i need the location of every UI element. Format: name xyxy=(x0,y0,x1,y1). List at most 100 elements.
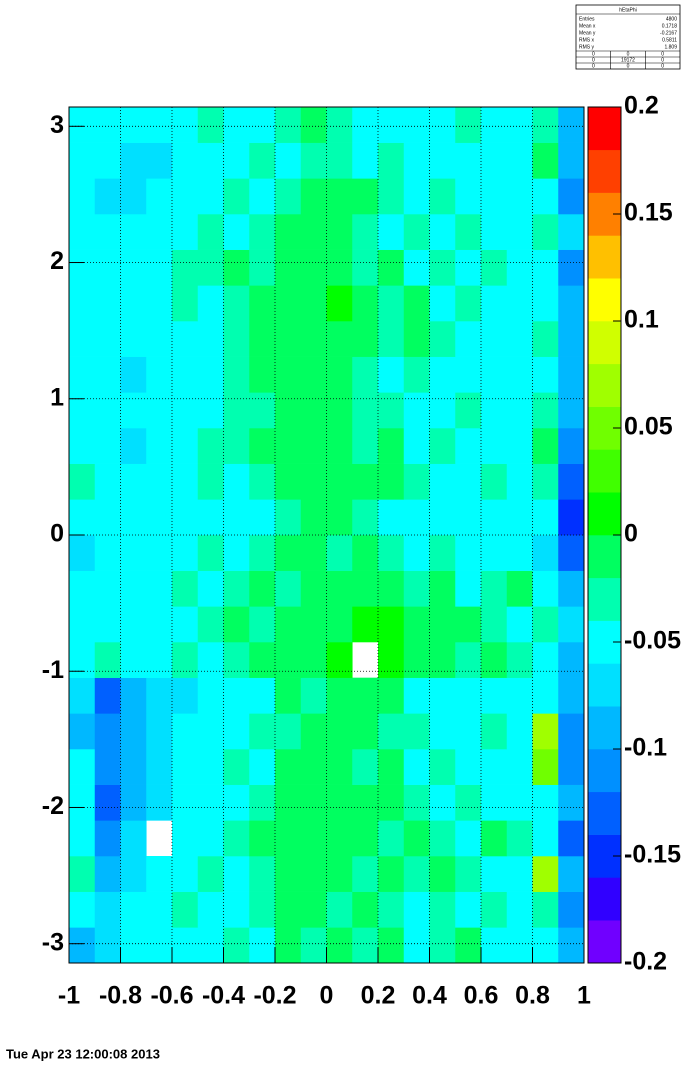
x-tick-label: 1 xyxy=(577,982,591,1010)
cell xyxy=(172,107,199,143)
cell xyxy=(146,677,173,714)
cell xyxy=(275,249,302,286)
cell xyxy=(300,107,327,143)
cell xyxy=(223,321,250,357)
cell xyxy=(172,321,199,357)
cell xyxy=(532,499,559,536)
cell xyxy=(352,677,379,714)
cell xyxy=(197,107,224,143)
cell xyxy=(172,142,199,179)
cell xyxy=(481,535,508,571)
cell xyxy=(506,820,533,857)
cell xyxy=(352,784,379,821)
cell xyxy=(455,784,482,821)
cell xyxy=(506,535,533,571)
cell xyxy=(69,677,96,714)
cell xyxy=(275,891,302,928)
cell xyxy=(223,713,250,750)
cell xyxy=(172,356,199,393)
cell xyxy=(172,178,199,215)
cell xyxy=(352,820,379,857)
cell xyxy=(506,214,533,250)
cell xyxy=(300,927,327,964)
x-tick-label: 0.8 xyxy=(515,982,550,1010)
cell xyxy=(403,321,430,357)
cell xyxy=(326,784,353,821)
palette-band xyxy=(588,492,621,536)
cell xyxy=(172,677,199,714)
cell xyxy=(69,142,96,179)
cell xyxy=(69,749,96,785)
cell xyxy=(532,463,559,500)
cell xyxy=(69,820,96,857)
palette-tick-label: -0.2 xyxy=(624,948,667,976)
cell xyxy=(197,321,224,357)
cell xyxy=(120,713,147,750)
cell xyxy=(223,570,250,607)
cell xyxy=(146,499,173,536)
cell xyxy=(326,321,353,357)
cell xyxy=(249,499,276,536)
cell xyxy=(94,107,121,143)
cell xyxy=(120,178,147,215)
cell xyxy=(146,570,173,607)
cell xyxy=(455,142,482,179)
cell xyxy=(94,784,121,821)
y-tick-label: -3 xyxy=(42,928,64,956)
cell xyxy=(481,927,508,964)
cell xyxy=(275,499,302,536)
cell xyxy=(429,820,456,857)
cell xyxy=(146,642,173,678)
stats-cell: 0 xyxy=(661,63,664,69)
cell xyxy=(326,642,353,678)
cell xyxy=(69,392,96,429)
cell xyxy=(403,642,430,678)
cell xyxy=(532,606,559,643)
cell xyxy=(172,749,199,785)
cell xyxy=(275,356,302,393)
cell xyxy=(558,677,585,714)
cell xyxy=(352,535,379,571)
cell xyxy=(378,677,405,714)
cell xyxy=(120,927,147,964)
cell xyxy=(403,570,430,607)
cell xyxy=(94,820,121,857)
cell xyxy=(326,713,353,750)
cell xyxy=(326,499,353,536)
cell xyxy=(403,749,430,785)
cell xyxy=(275,321,302,357)
cell xyxy=(455,927,482,964)
cell xyxy=(120,820,147,857)
cell xyxy=(275,570,302,607)
cell xyxy=(223,392,250,429)
cell xyxy=(506,142,533,179)
cell xyxy=(197,820,224,857)
cell xyxy=(197,249,224,286)
cell xyxy=(326,428,353,464)
stats-cell: 0 xyxy=(661,57,664,63)
cell xyxy=(455,249,482,286)
cell xyxy=(146,392,173,429)
stats-value: -0.2167 xyxy=(660,30,677,36)
cell xyxy=(481,642,508,678)
cell xyxy=(146,463,173,500)
cell xyxy=(146,285,173,322)
cell xyxy=(326,677,353,714)
cell xyxy=(275,927,302,964)
y-tick-label: -2 xyxy=(42,792,64,820)
cell xyxy=(378,285,405,322)
palette-tick-label: -0.1 xyxy=(624,734,667,762)
cell xyxy=(558,749,585,785)
cell xyxy=(120,321,147,357)
cell xyxy=(455,392,482,429)
cell xyxy=(120,677,147,714)
cell xyxy=(429,749,456,785)
cell xyxy=(94,891,121,928)
cell xyxy=(506,249,533,286)
cell xyxy=(429,142,456,179)
cell xyxy=(120,463,147,500)
cell xyxy=(300,249,327,286)
cell xyxy=(532,820,559,857)
cell xyxy=(275,178,302,215)
cell xyxy=(172,570,199,607)
